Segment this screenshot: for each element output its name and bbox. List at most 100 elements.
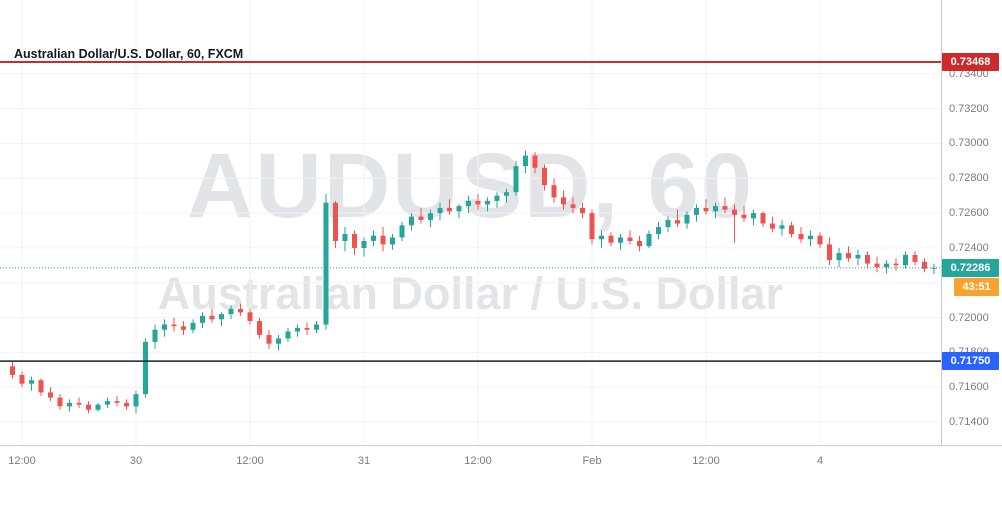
candle [570,197,576,214]
candle-body [190,322,196,330]
candle [865,251,870,269]
candle-body [304,328,310,330]
last-price-tag: 0.72286 [942,258,999,277]
candle [143,338,148,398]
candle-body [798,234,804,240]
candlestick-chart[interactable] [0,0,941,445]
price-axis-label: 0.73200 [949,102,989,115]
candle [361,237,367,257]
candle-body [361,241,367,248]
time-axis-label: 12:00 [236,455,264,467]
candle-body [295,328,300,332]
candle [884,260,889,274]
candle-body [675,220,680,224]
time-axis-label: 12:00 [692,455,720,467]
candle-body [114,401,120,403]
candle [722,197,728,214]
candle [162,319,167,337]
candle [542,164,547,191]
candle [333,200,338,248]
price-axis-label: 0.71400 [949,416,989,429]
symbol-legend[interactable]: Australian Dollar/U.S. Dollar, 60, FXCM [14,47,244,61]
time-axis[interactable]: 12:00 30 12:00 31 12:00 Feb 12:00 4 [0,445,1002,508]
candle-body [86,404,91,410]
candle-body [171,324,177,327]
candle [352,230,357,255]
price-axis-label: 0.72400 [949,241,989,254]
candle-body [751,213,756,219]
candle [257,317,262,339]
candle-body [428,213,433,221]
price-axis-label: 0.72600 [949,207,989,220]
candle [656,221,661,240]
candle [266,329,272,349]
candle-body [922,261,927,269]
candle [675,209,680,227]
candle-body [789,225,794,234]
candle-body [143,341,148,395]
candle-body [551,185,557,198]
candle-body [855,254,861,259]
candle [485,197,490,212]
candle-body [665,220,671,228]
candle-body [266,335,272,344]
candle [390,234,395,250]
time-axis-label: 12:00 [8,455,36,467]
candle-body [808,235,813,240]
time-axis-label: 12:00 [464,455,492,467]
candle-body [903,254,908,266]
candle [770,216,775,233]
candle [181,321,186,335]
candle-body [133,394,139,407]
candle-body [589,213,595,240]
candle [342,227,348,252]
candle [247,308,253,325]
candle [855,249,861,266]
candle [133,390,139,414]
candle-body [390,237,395,245]
candle [874,256,880,273]
candle [580,202,585,219]
candle [105,397,110,409]
candle-body [637,241,642,247]
price-axis-label: 0.72800 [949,172,989,185]
candle [447,199,452,215]
candle [428,209,433,227]
candle-body [238,308,243,313]
candle-body [836,253,842,261]
candle [314,321,319,334]
candle [238,303,243,316]
candle [827,237,832,266]
candle-body [570,204,576,208]
candle [295,324,300,337]
candle-body [247,312,253,321]
candle [513,160,519,196]
candle-body [181,326,186,330]
candle [608,232,614,247]
candle-body [333,202,338,241]
candle [646,230,652,248]
candle [912,251,918,266]
candle-body [371,235,376,241]
candle-body [561,197,566,205]
candle-body [162,324,167,330]
candle [523,150,528,174]
candle [437,202,443,221]
candle-body [285,331,291,339]
candle [475,193,481,210]
candle [589,209,595,245]
candle-body [627,237,633,241]
candle [551,178,557,203]
price-axis[interactable]: 0.73468 0.72286 43:51 0.71750 0.73400 0.7… [941,0,1002,445]
candle [817,232,823,248]
candle [789,221,794,238]
candle-body [741,214,747,219]
candle [124,399,129,410]
candle [931,263,937,274]
candle [618,234,623,250]
candle [10,362,15,379]
time-axis-label: 30 [129,455,143,467]
candle-body [532,155,538,168]
candle-body [504,192,509,196]
candle-body [314,324,319,330]
